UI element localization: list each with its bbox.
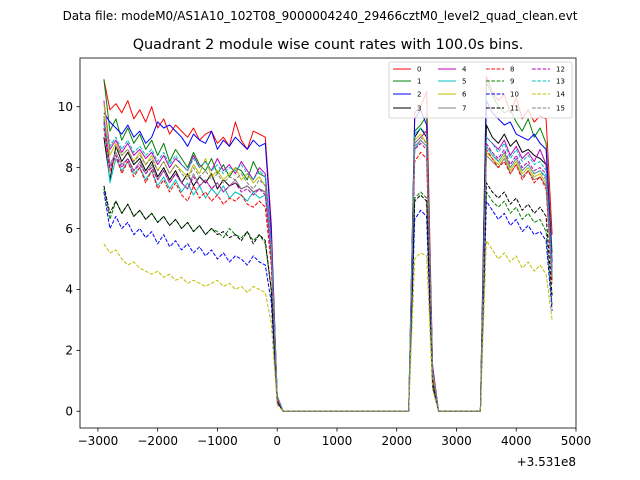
- legend-label-6: 6: [462, 91, 467, 99]
- legend-label-4: 4: [462, 66, 467, 74]
- x-tick-label: 0: [273, 434, 281, 448]
- data-file-suptitle: Data file: modeM0/AS1A10_102T08_90000042…: [63, 9, 578, 23]
- legend-label-7: 7: [462, 105, 466, 113]
- y-tick-label: 0: [65, 405, 73, 419]
- x-tick-label: 1000: [322, 434, 353, 448]
- y-tick-label: 2: [65, 344, 73, 358]
- plot-frame: [79, 57, 577, 429]
- x-tick-label: 4000: [501, 434, 532, 448]
- legend-label-3: 3: [417, 105, 421, 113]
- y-tick-label: 4: [65, 283, 73, 297]
- series-14-line: [103, 240, 553, 412]
- series-layer: [103, 75, 553, 412]
- y-tick-label: 6: [65, 222, 73, 236]
- legend-label-15: 15: [556, 105, 565, 113]
- x-tick-label: −3000: [78, 434, 119, 448]
- y-tick-label: 10: [58, 100, 73, 114]
- x-tick-label: −1000: [197, 434, 238, 448]
- legend-label-12: 12: [556, 66, 565, 74]
- legend-label-0: 0: [417, 66, 421, 74]
- legend-label-14: 14: [556, 91, 565, 99]
- legend-box: [388, 61, 573, 119]
- x-tick-label: 5000: [561, 434, 592, 448]
- y-axis: 0 2 4 6 8 10: [58, 100, 80, 419]
- legend-label-9: 9: [510, 78, 514, 86]
- legend-label-1: 1: [417, 78, 421, 86]
- chart-title: Quadrant 2 module wise count rates with …: [133, 37, 524, 53]
- legend-label-11: 11: [510, 105, 519, 113]
- x-tick-label: 3000: [441, 434, 472, 448]
- legend-label-13: 13: [556, 78, 565, 86]
- x-axis-offset-label: +3.531e8: [517, 455, 576, 469]
- legend-label-2: 2: [417, 91, 421, 99]
- x-tick-label: −2000: [137, 434, 178, 448]
- legend-label-10: 10: [510, 91, 519, 99]
- legend-label-5: 5: [462, 78, 466, 86]
- x-tick-label: 2000: [381, 434, 412, 448]
- y-tick-label: 8: [65, 161, 73, 175]
- legend-label-8: 8: [510, 66, 514, 74]
- x-axis: −3000 −2000 −1000 0 1000 2000 3000 4000 5000: [78, 428, 592, 448]
